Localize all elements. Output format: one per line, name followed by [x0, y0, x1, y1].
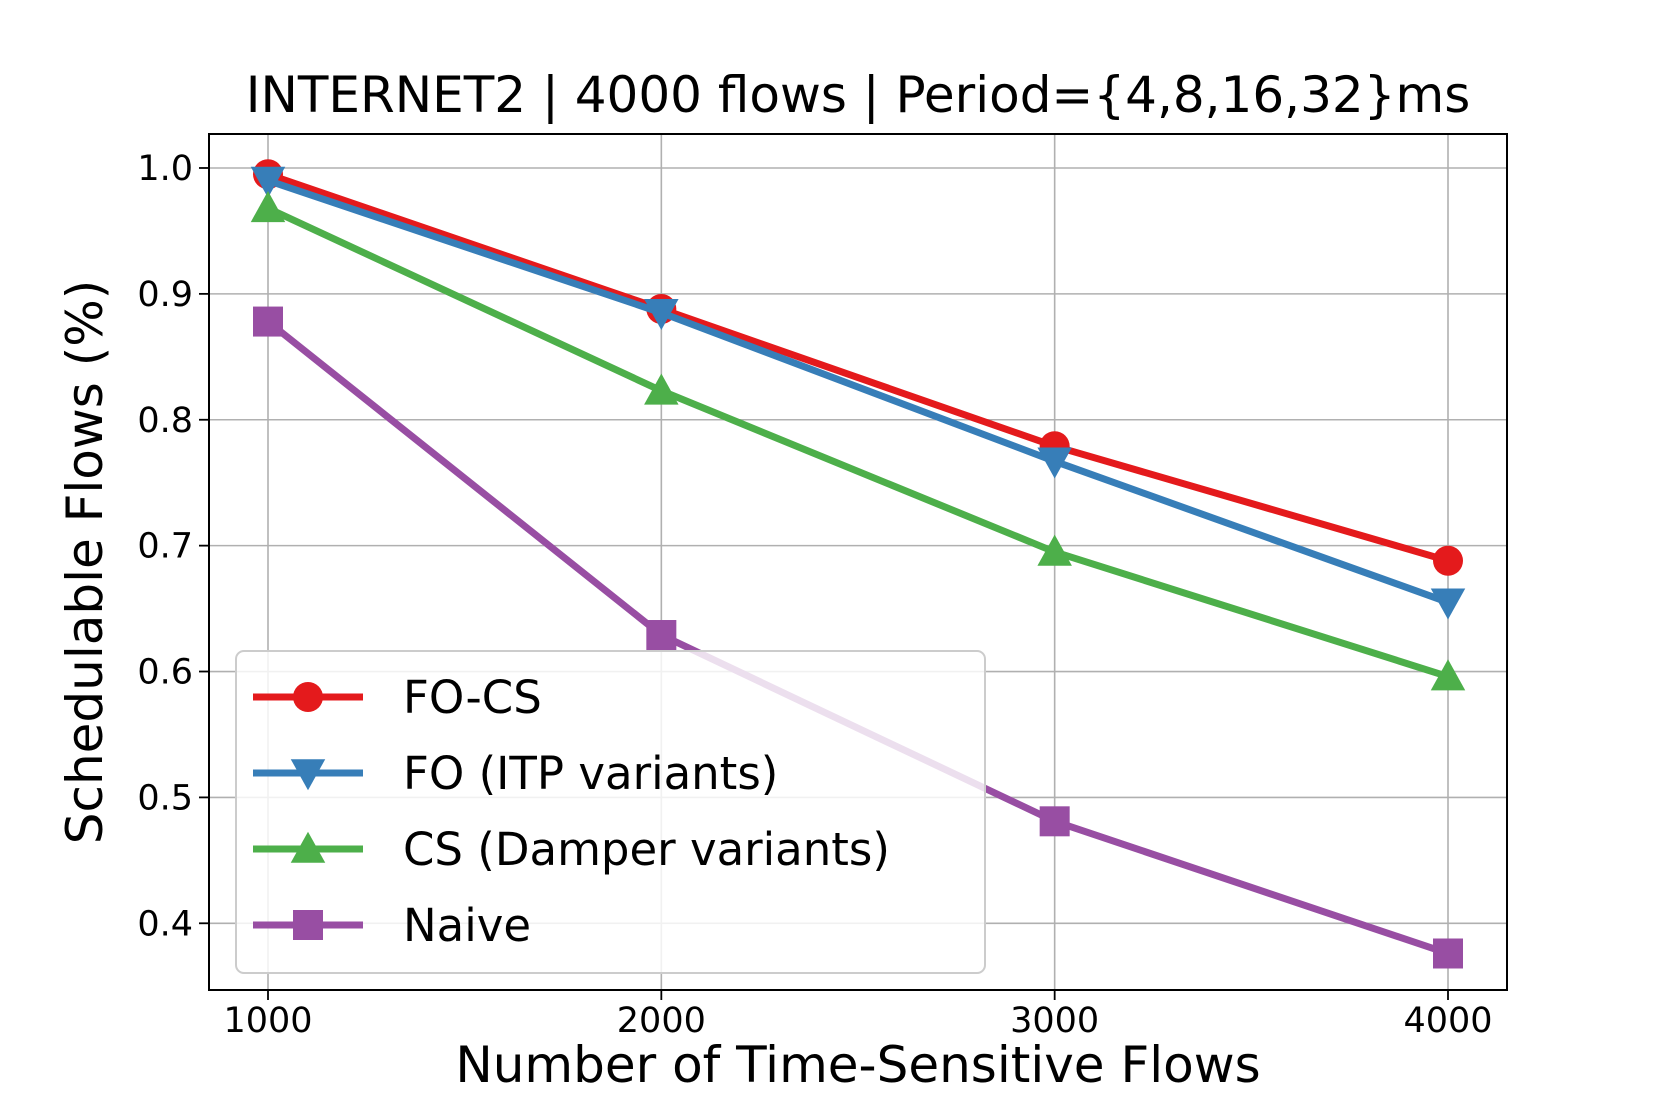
data-point-naive [646, 620, 677, 651]
series-line-fo-itp-variants [266, 177, 1450, 606]
legend-marker-fo-itp-variants [290, 759, 326, 791]
data-point-naive [1039, 806, 1070, 837]
x-tick-label: 2000 [617, 1001, 706, 1041]
legend-label-fo-itp-variants: FO (ITP variants) [403, 747, 778, 800]
y-tick-label: 0.9 [137, 275, 193, 315]
data-point-cs-damper-variants [1430, 659, 1466, 691]
legend-marker-fo-cs [293, 682, 323, 712]
data-point-naive [253, 306, 283, 337]
legend-label-fo-cs: FO-CS [403, 671, 542, 724]
y-tick-label: 0.7 [137, 527, 193, 567]
data-point-fo-itp-variants [1430, 588, 1466, 620]
plot-frame [208, 133, 1508, 991]
y-axis-title: Schedulable Flows (%) [56, 280, 114, 845]
data-point-cs-damper-variants [644, 373, 679, 405]
data-point-fo-cs [1433, 545, 1463, 576]
data-point-fo-itp-variants [250, 166, 286, 198]
legend-box [235, 650, 986, 974]
y-tick-label: 0.6 [137, 653, 193, 693]
legend: FO-CS FO (ITP variants) CS (Damper variant… [235, 650, 986, 974]
x-tick-label: 4000 [1403, 1001, 1492, 1041]
legend-label-naive: Naive [403, 899, 531, 952]
x-tick-label: 3000 [1010, 1001, 1099, 1041]
chart-title: INTERNET2 | 4000 flows | Period={4,8,16,… [246, 66, 1471, 124]
legend-label-cs-damper-variants: CS (Damper variants) [403, 823, 890, 876]
series-line-fo-cs [266, 170, 1449, 565]
data-point-naive [1433, 938, 1463, 969]
legend-marker-cs-damper-variants [290, 831, 326, 863]
x-axis-title: Number of Time-Sensitive Flows [455, 1036, 1260, 1094]
data-point-fo-itp-variants [1037, 447, 1072, 479]
data-point-cs-damper-variants [1037, 534, 1072, 566]
legend-marker-naive [293, 910, 323, 940]
data-point-fo-itp-variants [644, 298, 679, 331]
data-point-cs-damper-variants [250, 191, 286, 223]
x-tick-label: 1000 [223, 1001, 312, 1041]
y-tick-label: 1.0 [137, 149, 193, 189]
y-tick-label: 0.4 [137, 904, 193, 944]
y-tick-label: 0.5 [137, 778, 193, 818]
axes: 1000 2000 3000 4000 0.4 0.5 0.6 0.7 0.8 0.9 1.0 [137, 133, 1508, 1041]
y-tick-label: 0.8 [137, 401, 193, 441]
series-line-cs-damper-variants [266, 205, 1450, 680]
